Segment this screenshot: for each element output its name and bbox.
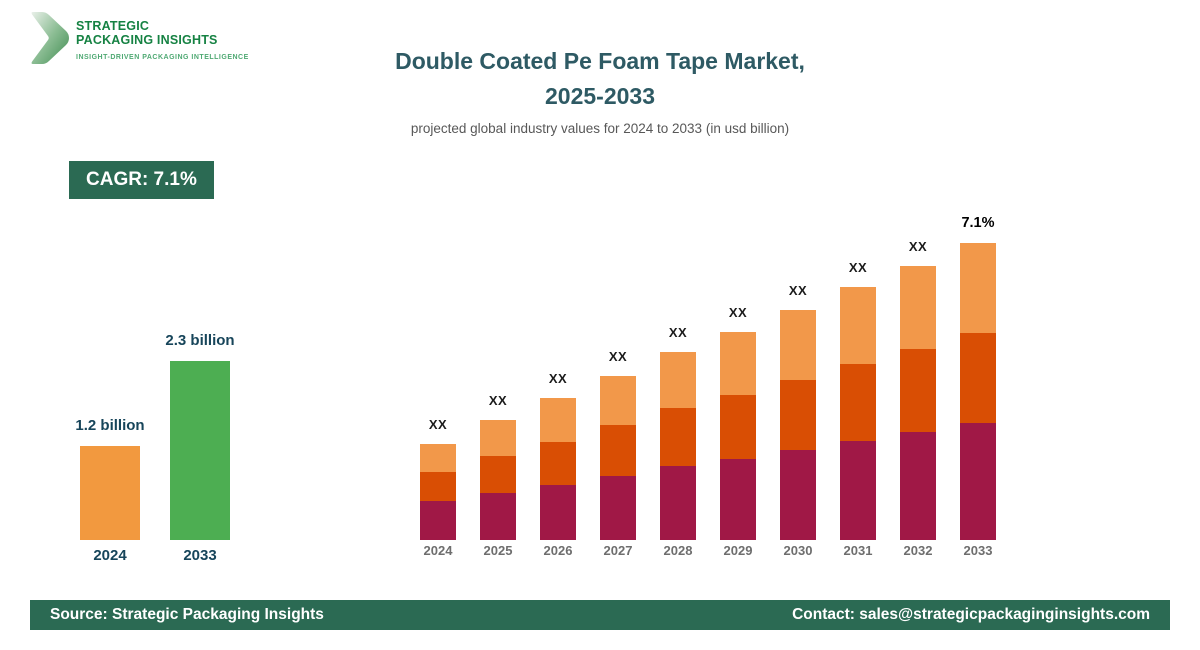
summary-axis-label: 2033 [183,547,217,564]
segment-bottom [480,493,516,540]
segment-bottom [420,501,456,540]
footer-contact: Contact: sales@strategicpackaginginsight… [792,606,1150,623]
segment-top [660,352,696,408]
title-block: Double Coated Pe Foam Tape Market, 2025-… [300,44,900,136]
stacked-bar-2027 [600,376,636,540]
segment-bottom [540,485,576,540]
segment-bottom [840,441,876,540]
stacked-bar-label: XX [728,305,748,320]
brand-name-line1: STRATEGIC [76,19,150,33]
stacked-axis-label: 2026 [543,543,573,558]
stacked-axis-label: 2032 [903,543,933,558]
stacked-bar-2032 [900,266,936,540]
stacked-bar-2033 [960,243,996,540]
segment-middle [960,333,996,423]
footer-source: Source: Strategic Packaging Insights [50,606,324,623]
stacked-bar-2031 [840,287,876,540]
segment-bottom [720,459,756,540]
chevron-logo-icon [31,12,69,64]
segment-top [960,243,996,333]
segment-middle [900,349,936,432]
stacked-bar-label: 7.1% [961,215,995,231]
segment-top [840,287,876,364]
cagr-badge: CAGR: 7.1% [69,161,214,199]
stacked-axis-label: 2031 [843,543,873,558]
stacked-bar-2029 [720,332,756,540]
summary-chart-area: 1.2 billion 2024 2.3 billion 2033 [75,300,234,564]
stacked-bar-2028 [660,352,696,540]
segment-middle [420,472,456,501]
brand-name-line2: PACKAGING INSIGHTS [76,33,218,47]
segment-top [480,420,516,456]
page-title-line2: 2025-2033 [545,83,655,109]
stacked-bar-label: XX [428,417,448,432]
stacked-bar-label: XX [908,239,928,254]
footer-bar: Source: Strategic Packaging Insights Con… [30,600,1170,630]
stacked-bar-2024 [420,444,456,540]
summary-value-label: 2.3 billion [165,332,235,349]
segment-top [780,310,816,380]
segment-middle [480,456,516,493]
page-subtitle: projected global industry values for 202… [410,121,790,136]
page-title-line1: Double Coated Pe Foam Tape Market, [395,48,805,74]
stacked-chart-area: XX 2024 XX 2025 XX 2026 XX 2027 XX 2028 XX 2029 XX 20… [420,200,1000,558]
stacked-bar-2025 [480,420,516,540]
segment-middle [600,425,636,476]
stacked-bar-label: XX [548,371,568,386]
stacked-bar-label: XX [848,260,868,275]
segment-bottom [660,466,696,540]
stacked-bar-label: XX [608,349,628,364]
summary-bar-2024 [80,446,140,540]
segment-bottom [960,423,996,540]
summary-bar-2033 [170,361,230,540]
segment-middle [660,408,696,466]
segment-top [720,332,756,395]
summary-axis-label: 2024 [93,547,127,564]
segment-top [420,444,456,472]
segment-top [900,266,936,349]
segment-bottom [900,432,936,540]
segment-middle [840,364,876,441]
stacked-axis-label: 2030 [783,543,813,558]
segment-top [600,376,636,425]
stacked-bar-label: XX [668,325,688,340]
stacked-axis-label: 2028 [663,543,693,558]
segment-middle [540,442,576,485]
brand-text: STRATEGIC PACKAGING INSIGHTS INSIGHT-DRI… [76,10,249,61]
segment-top [540,398,576,442]
stacked-axis-label: 2024 [423,543,453,558]
segment-bottom [600,476,636,540]
segment-bottom [780,450,816,540]
stacked-axis-label: 2027 [603,543,633,558]
stacked-axis-label: 2025 [483,543,513,558]
segment-middle [780,380,816,450]
stacked-bar-2026 [540,398,576,540]
segment-middle [720,395,756,459]
summary-value-label: 1.2 billion [75,417,145,434]
stacked-bar-label: XX [488,393,508,408]
stacked-axis-label: 2029 [723,543,753,558]
brand-logo: STRATEGIC PACKAGING INSIGHTS INSIGHT-DRI… [28,10,249,66]
stacked-bar-label: XX [788,283,808,298]
stacked-bar-2030 [780,310,816,540]
brand-tagline: INSIGHT-DRIVEN PACKAGING INTELLIGENCE [76,54,249,61]
stacked-axis-label: 2033 [963,543,993,558]
